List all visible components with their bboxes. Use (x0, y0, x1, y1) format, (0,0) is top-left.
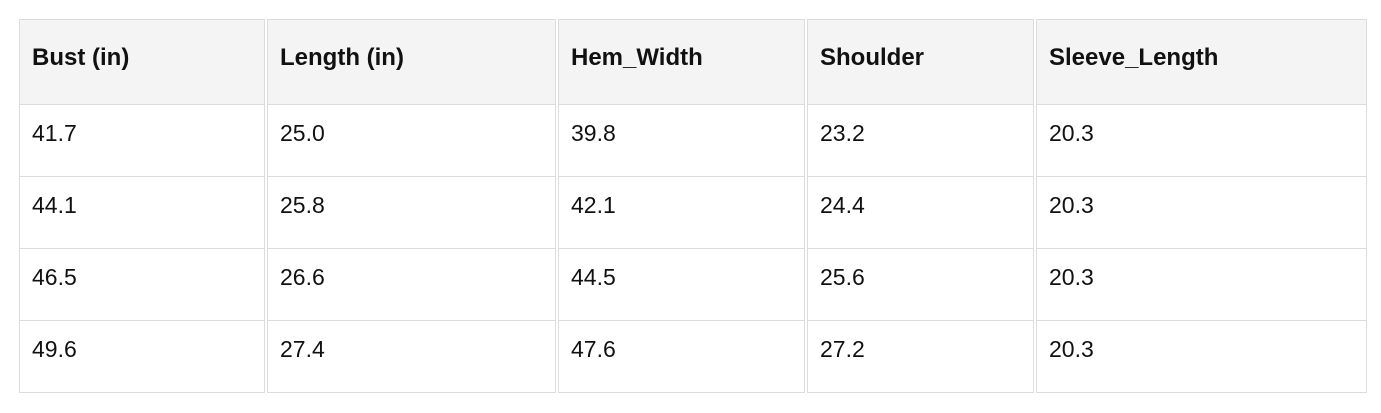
table-cell: 47.6 (558, 321, 805, 393)
table-cell: 26.6 (267, 249, 556, 321)
table-cell: 23.2 (807, 105, 1034, 177)
header-bust: Bust (in) (19, 19, 265, 105)
table-cell: 39.8 (558, 105, 805, 177)
header-row: Bust (in) Length (in) Hem_Width Shoulder… (19, 19, 1367, 105)
table-cell: 20.3 (1036, 105, 1367, 177)
table-cell: 25.0 (267, 105, 556, 177)
table-cell: 49.6 (19, 321, 265, 393)
header-length: Length (in) (267, 19, 556, 105)
size-table: Bust (in) Length (in) Hem_Width Shoulder… (17, 19, 1369, 393)
table-cell: 25.8 (267, 177, 556, 249)
table-cell: 20.3 (1036, 321, 1367, 393)
table-cell: 41.7 (19, 105, 265, 177)
table-cell: 20.3 (1036, 249, 1367, 321)
table-row: 46.5 26.6 44.5 25.6 20.3 (19, 249, 1367, 321)
table-row: 44.1 25.8 42.1 24.4 20.3 (19, 177, 1367, 249)
table-cell: 44.5 (558, 249, 805, 321)
table-cell: 46.5 (19, 249, 265, 321)
header-hem-width: Hem_Width (558, 19, 805, 105)
header-shoulder: Shoulder (807, 19, 1034, 105)
table-row: 41.7 25.0 39.8 23.2 20.3 (19, 105, 1367, 177)
table-cell: 44.1 (19, 177, 265, 249)
table-cell: 20.3 (1036, 177, 1367, 249)
table-cell: 25.6 (807, 249, 1034, 321)
table-cell: 24.4 (807, 177, 1034, 249)
table-cell: 27.2 (807, 321, 1034, 393)
table-cell: 42.1 (558, 177, 805, 249)
table-cell: 27.4 (267, 321, 556, 393)
header-sleeve-length: Sleeve_Length (1036, 19, 1367, 105)
table-row: 49.6 27.4 47.6 27.2 20.3 (19, 321, 1367, 393)
